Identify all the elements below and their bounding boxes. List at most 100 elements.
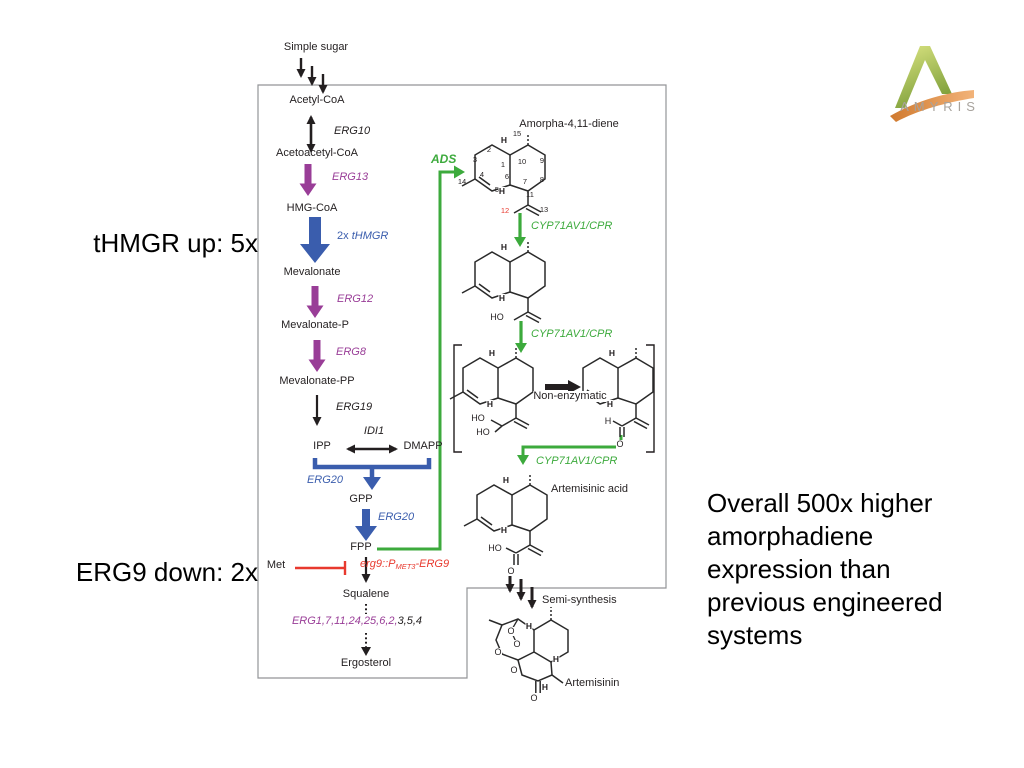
metabolite-met: Met (266, 559, 286, 571)
carbon-8-label: 8 (539, 175, 545, 184)
enzyme-cyp-label-3: CYP71AV1/CPR (536, 455, 618, 467)
o-atom-label: O (506, 566, 516, 576)
o-atom-label: O (529, 693, 539, 703)
met-repression-line (295, 561, 347, 575)
carbon-4-label: 4 (479, 170, 485, 179)
h-atom-label: H (502, 475, 510, 485)
enzyme-erg9-label: erg9::PMET3-ERG9 (360, 559, 449, 571)
metabolite-fpp: FPP (350, 541, 372, 553)
carbon-10-label: 10 (517, 157, 527, 166)
carbon-11-label: 11 (526, 190, 534, 199)
carbon-5-label: 5 (494, 185, 500, 194)
enzyme-erg20-label-b: ERG20 (378, 511, 415, 523)
erg9-pre: erg9::P (360, 558, 396, 570)
ho-atom-label: HO (487, 543, 503, 553)
metabolite-mevalonate: Mevalonate (283, 266, 341, 278)
h-atom-label: H (500, 525, 508, 535)
metabolite-acetyl-coa: Acetyl-CoA (289, 94, 345, 106)
enzyme-idi1-label: IDI1 (363, 425, 385, 437)
structure-artemisinic-acid (463, 472, 548, 557)
h-atom-label: H (498, 293, 506, 303)
ergosterol-arrowhead (361, 647, 371, 656)
h-atom-label: H (488, 348, 496, 358)
erg9-post: -ERG9 (415, 558, 450, 570)
summary-line: previous engineered (707, 587, 943, 617)
ads-route-line (377, 170, 454, 551)
carbon-7-label: 7 (522, 177, 528, 186)
erg-series-purple: ERG1,7,11,24,25,6,2, (291, 615, 398, 627)
enzyme-erg13-label: ERG13 (332, 171, 369, 183)
ads-route-arrowhead (454, 165, 465, 179)
h-atom-label: H (498, 186, 506, 196)
metabolite-dmapp: DMAPP (403, 440, 443, 452)
h-atom-label: H (606, 399, 614, 409)
erg8-arrow (308, 340, 326, 372)
summary-line: systems (707, 620, 803, 650)
erg20-bracket-arrowhead (363, 477, 381, 490)
h-atom-label: H (500, 242, 508, 252)
carbon-9-label: 9 (539, 156, 545, 165)
ho-atom-label: HO (475, 427, 491, 437)
structure-extra-bonds (490, 419, 625, 565)
summary-line: Overall 500x higher (707, 488, 933, 518)
carbon-6-label: 6 (504, 172, 510, 181)
thmgr-gene: tHMGR (351, 230, 389, 242)
product-amorphadiene-label: Amorpha-4,11-diene (519, 118, 619, 130)
metabolite-mevalonate-pp: Mevalonate-PP (279, 375, 355, 387)
o-atom-label: O (506, 626, 516, 636)
metabolite-mevalonate-p: Mevalonate-P (281, 319, 349, 331)
metabolite-gpp: GPP (349, 493, 373, 505)
h-atom-label: H (541, 682, 549, 692)
cyp2-arrowhead (515, 343, 527, 353)
metabolite-ergosterol: Ergosterol (340, 657, 392, 669)
metabolite-simple-sugar: Simple sugar (283, 41, 349, 53)
ho-atom-label: HO (470, 413, 486, 423)
enzyme-cyp-label-2: CYP71AV1/CPR (531, 328, 613, 340)
o-atom-label: O (509, 665, 519, 675)
carbon-14-label: 14 (457, 177, 467, 186)
amyris-logo-mark (890, 46, 974, 122)
h-atom-label: H (525, 621, 533, 631)
pathway-box-outline (257, 84, 667, 679)
erg20-bracket (312, 458, 432, 478)
erg9-down-annotation: ERG9 down: 2x (75, 557, 258, 587)
carbon-13-label: 13 (539, 205, 549, 214)
metabolite-acetoacetyl-coa: Acetoacetyl-CoA (276, 147, 358, 159)
h-atom-label: H (604, 416, 612, 426)
amyris-wordmark: AMYRIS (900, 99, 980, 114)
metabolite-ipp: IPP (313, 440, 331, 452)
structure-artemisinic-alcohol (461, 239, 546, 324)
metabolite-hmg-coa: HMG-CoA (286, 202, 338, 214)
carbon-3-label: 3 (472, 155, 478, 164)
input-arrows (296, 58, 328, 94)
semi-synthesis-label: Semi-synthesis (542, 594, 617, 606)
erg20-arrow (355, 509, 377, 541)
overall-summary-note: Overall 500x higher amorphadiene express… (707, 487, 943, 652)
h-atom-label: H (608, 348, 616, 358)
non-enzymatic-arrow (545, 380, 581, 394)
o-atom-label: O (615, 439, 625, 449)
erg9-sub: MET3 (395, 562, 416, 571)
carbon-1-label: 1 (500, 160, 506, 169)
summary-line: amorphadiene (707, 521, 874, 551)
ho-atom-label: HO (489, 312, 505, 322)
structure-gem-diol (449, 345, 534, 430)
h-atom-label: H (500, 135, 508, 145)
enzyme-thmgr-label: 2x tHMGR (337, 231, 388, 242)
summary-line: expression than (707, 554, 891, 584)
non-enzymatic-label: Non-enzymatic (533, 390, 607, 402)
structure-artemisinin (488, 607, 569, 693)
enzyme-erg12-label: ERG12 (337, 293, 374, 305)
metabolite-squalene: Squalene (342, 588, 390, 600)
thmgr-prefix: 2x (337, 230, 352, 242)
product-artemisinin-label: Artemisinin (565, 677, 620, 689)
structure-amorphadiene (461, 132, 546, 217)
enzyme-erg20-label-a: ERG20 (306, 474, 344, 486)
cyp3-arrowhead (517, 455, 529, 465)
carbon-15-label: 15 (512, 129, 522, 138)
h-atom-label: H (486, 399, 494, 409)
enzyme-erg19-label: ERG19 (336, 401, 373, 413)
semi-synthesis-arrows (505, 571, 537, 609)
erg12-arrow (306, 286, 324, 318)
